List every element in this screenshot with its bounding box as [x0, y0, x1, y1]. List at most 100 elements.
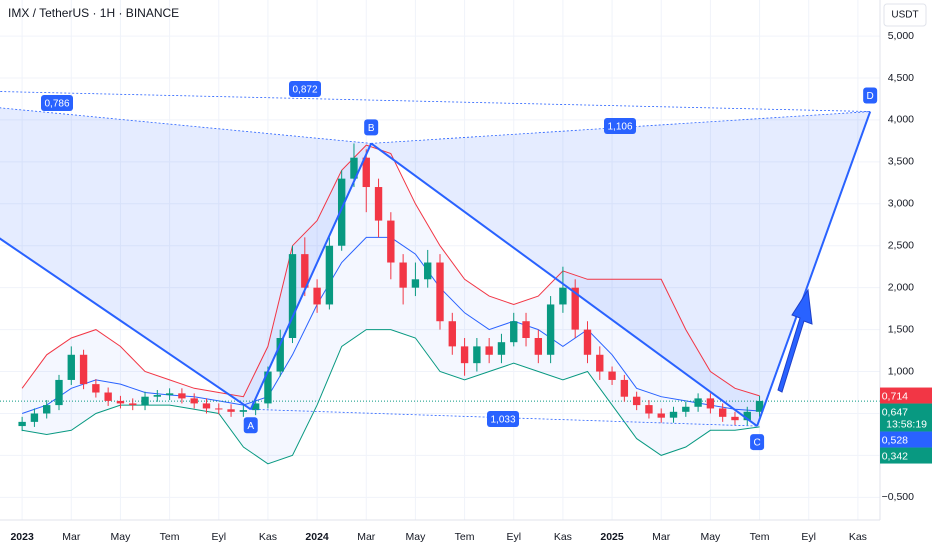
axes: −0,5000,0000,5001,0001,5002,0002,5003,00… — [10, 30, 932, 543]
candle-body — [190, 398, 198, 404]
candle-body — [215, 408, 223, 410]
candle-body — [596, 354, 604, 372]
ratio-label: 0,786 — [44, 99, 69, 110]
candle-body — [129, 403, 137, 406]
x-tick-label: Tem — [750, 531, 770, 543]
x-tick-label: May — [111, 531, 132, 543]
candle-body — [731, 416, 739, 421]
candle-body — [706, 398, 715, 409]
point-label: C — [753, 438, 760, 449]
point-label-box — [364, 119, 379, 136]
candle-body — [264, 371, 272, 404]
candle-body — [657, 413, 665, 418]
grid — [0, 0, 880, 520]
point-label-box — [243, 417, 258, 434]
pattern-leg — [249, 143, 373, 410]
x-tick-label: 2023 — [10, 531, 34, 543]
price-label: 0,342 — [882, 450, 908, 462]
candle-body — [153, 395, 162, 397]
ratio-label: 1,106 — [607, 122, 632, 133]
ratio-label-box — [487, 411, 519, 427]
candle-body — [313, 287, 321, 305]
candle-body — [337, 178, 346, 246]
candle-body — [620, 379, 629, 397]
candle-body — [755, 400, 764, 412]
candle-body — [116, 400, 125, 404]
candle-body — [178, 393, 186, 399]
price-label-box — [880, 447, 932, 464]
candle-body — [165, 393, 174, 396]
x-tick-label: May — [700, 531, 721, 543]
candle-body — [718, 408, 727, 417]
candle-body — [350, 157, 358, 179]
x-tick-label: Eyl — [211, 531, 226, 543]
candle-body — [202, 403, 211, 409]
candle-body — [743, 411, 751, 421]
y-tick-label: 3,000 — [888, 198, 914, 210]
band-fill — [22, 145, 760, 464]
candle-body — [460, 346, 469, 364]
point-label-box — [863, 87, 878, 104]
candle-body — [448, 321, 456, 347]
candle-body — [79, 354, 88, 385]
y-tick-label: 5,000 — [888, 30, 914, 42]
x-tick-label: Eyl — [506, 531, 521, 543]
point-label-box — [750, 434, 765, 451]
y-tick-label: 2,000 — [888, 281, 914, 293]
pattern-fill — [0, 107, 372, 410]
x-tick-label: Kas — [849, 531, 867, 543]
candle-body — [485, 346, 493, 355]
candle-body — [362, 157, 370, 188]
candle-body — [92, 384, 100, 393]
point-label: D — [867, 91, 874, 102]
pattern-fill — [371, 111, 871, 427]
candle-body — [374, 187, 383, 221]
candle-body — [583, 329, 592, 355]
price-label: 0,714 — [882, 390, 908, 402]
candle-body — [141, 396, 149, 406]
price-label-box — [880, 387, 932, 404]
y-tick-label: 4,500 — [888, 72, 914, 84]
y-tick-label: 1,500 — [888, 323, 914, 335]
candle-body — [239, 410, 248, 412]
candle-body — [632, 396, 641, 406]
candle-body — [473, 346, 481, 364]
candle-body — [559, 287, 567, 305]
ratio-label: 1,033 — [490, 415, 515, 426]
x-tick-label: Mar — [357, 531, 376, 543]
candle-body — [546, 304, 555, 355]
pattern-leg — [0, 237, 252, 411]
plot-area: A B C D 0,786 0,872 1,106 1,033 — [0, 81, 880, 465]
currency-button[interactable] — [883, 3, 927, 27]
candle-body — [645, 405, 653, 414]
candle-body — [399, 262, 407, 288]
candle-body — [571, 287, 579, 330]
price-label-box — [880, 403, 932, 432]
candle-body — [669, 411, 678, 418]
currency-label[interactable]: USDT — [891, 10, 918, 21]
candle-body — [424, 262, 432, 280]
candle-body — [251, 403, 260, 411]
candle-body — [694, 398, 702, 407]
x-tick-label: May — [405, 531, 426, 543]
y-tick-label: 4,000 — [888, 114, 914, 126]
candle-body — [301, 254, 309, 288]
y-tick-label: 2,500 — [888, 240, 914, 252]
point-label: B — [368, 123, 375, 134]
pattern-leg — [756, 111, 872, 427]
band-line — [21, 144, 760, 398]
candle-body — [510, 321, 518, 343]
x-tick-label: Mar — [652, 531, 671, 543]
price-label: 0,528 — [882, 434, 908, 446]
candle-body — [436, 262, 444, 322]
candle-body — [276, 338, 284, 372]
x-tick-label: Tem — [160, 531, 180, 543]
pattern-ratio-line — [0, 107, 372, 144]
candle-body — [288, 254, 297, 338]
candle-body — [608, 371, 616, 380]
x-tick-label: 2024 — [305, 531, 329, 543]
ratio-label-box — [604, 118, 636, 134]
candle-body — [104, 392, 112, 401]
